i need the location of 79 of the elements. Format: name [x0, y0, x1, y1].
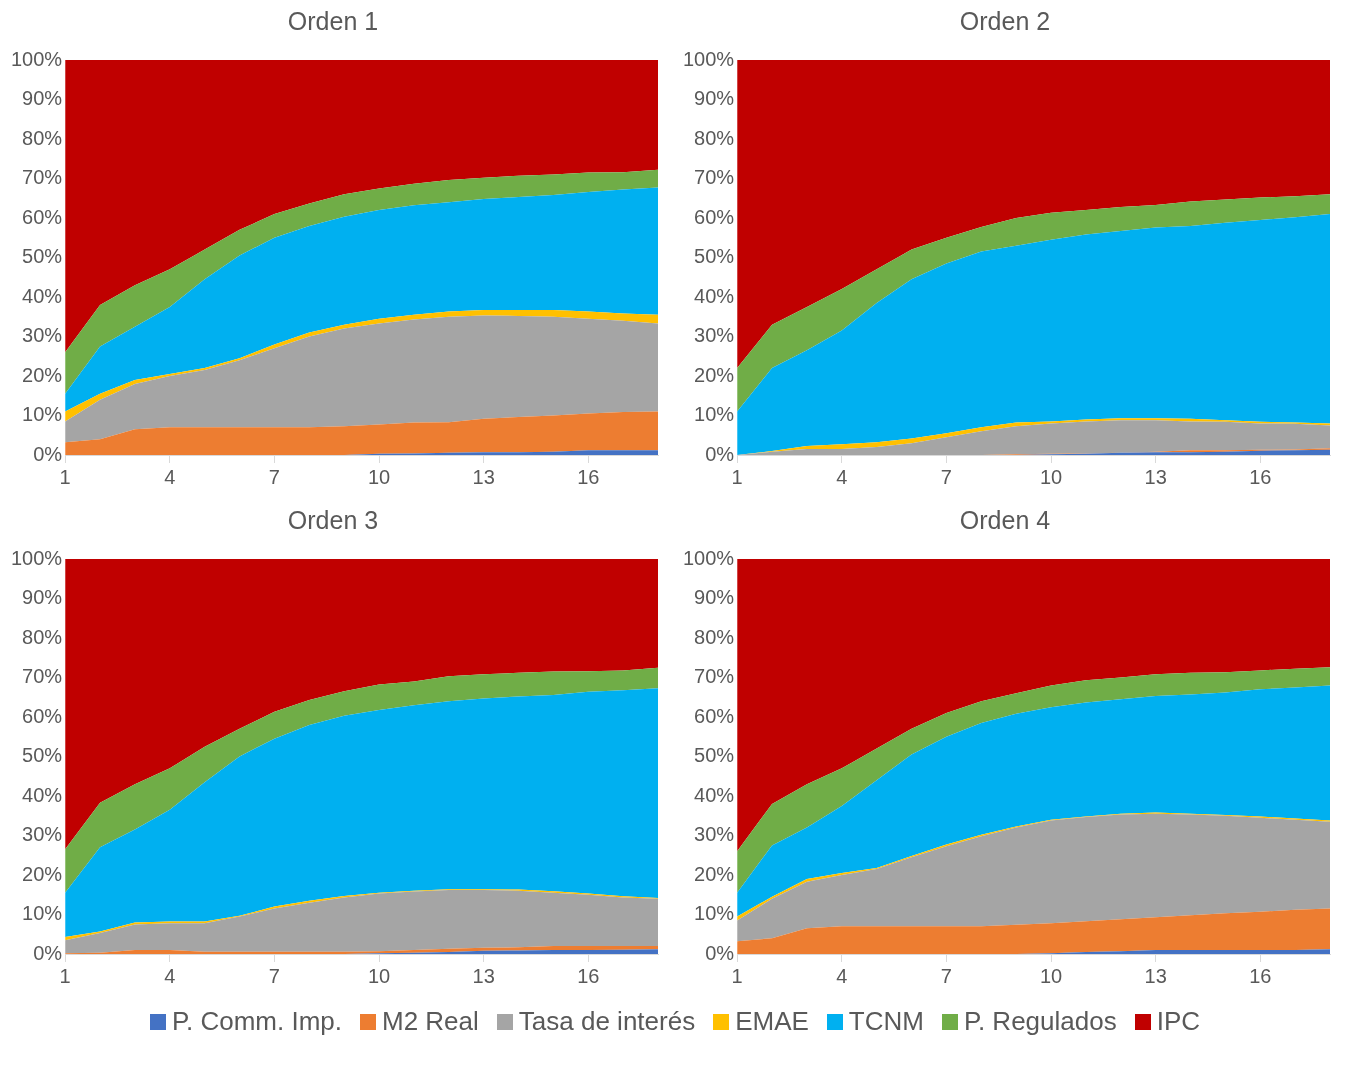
y-tick-label: 0%	[33, 442, 63, 465]
x-tick-label: 16	[1249, 964, 1272, 987]
y-tick-label: 80%	[22, 126, 63, 149]
y-tick-label: 100%	[11, 546, 63, 569]
y-tick-label: 10%	[22, 902, 63, 925]
y-tick-label: 100%	[683, 546, 735, 569]
y-tick-label: 80%	[694, 625, 735, 648]
y-tick-label: 70%	[694, 665, 735, 688]
y-tick-label: 90%	[22, 87, 63, 110]
x-tick-label: 4	[836, 465, 848, 488]
x-tick-label: 1	[731, 964, 743, 987]
y-tick-label: 40%	[694, 783, 735, 806]
y-tick-label: 70%	[22, 166, 63, 189]
y-tick-label: 50%	[694, 744, 735, 767]
legend-label: M2 Real	[381, 1006, 479, 1037]
x-tick-label: 13	[472, 465, 495, 488]
y-tick-label: 70%	[22, 665, 63, 688]
y-tick-label: 40%	[22, 284, 63, 307]
y-tick-label: 60%	[22, 205, 63, 228]
legend-label: Tasa de interés	[518, 1006, 696, 1037]
x-tick-label: 7	[268, 465, 280, 488]
y-tick-label: 60%	[694, 704, 735, 727]
y-tick-label: 30%	[694, 324, 735, 347]
y-tick-label: 90%	[22, 586, 63, 609]
y-tick-label: 70%	[694, 166, 735, 189]
y-tick-label: 100%	[11, 47, 63, 70]
y-tick-label: 0%	[705, 941, 735, 964]
y-tick-label: 80%	[22, 625, 63, 648]
x-tick-label: 7	[940, 465, 952, 488]
y-tick-label: 30%	[22, 823, 63, 846]
y-tick-label: 10%	[694, 902, 735, 925]
x-tick-label: 13	[1144, 964, 1167, 987]
x-tick-label: 7	[268, 964, 280, 987]
x-tick-label: 7	[940, 964, 952, 987]
y-tick-label: 10%	[694, 403, 735, 426]
x-tick-label: 4	[164, 465, 176, 488]
x-tick-label: 1	[59, 465, 71, 488]
x-tick-label: 16	[1249, 465, 1272, 488]
y-tick-label: 90%	[694, 586, 735, 609]
y-tick-label: 50%	[22, 744, 63, 767]
legend-label: P. Comm. Imp.	[171, 1006, 342, 1037]
x-tick-label: 16	[577, 465, 600, 488]
legend-label: EMAE	[735, 1006, 809, 1037]
chart-title: Orden 2	[959, 6, 1051, 35]
x-tick-label: 10	[1039, 465, 1063, 488]
y-tick-label: 30%	[694, 823, 735, 846]
y-tick-label: 40%	[694, 284, 735, 307]
y-tick-label: 0%	[705, 442, 735, 465]
y-tick-label: 90%	[694, 87, 735, 110]
y-tick-label: 20%	[22, 363, 63, 386]
y-tick-label: 0%	[33, 941, 63, 964]
x-tick-label: 10	[1039, 964, 1063, 987]
x-tick-label: 10	[367, 964, 391, 987]
x-tick-label: 4	[836, 964, 848, 987]
y-tick-label: 60%	[22, 704, 63, 727]
legend-label: IPC	[1156, 1006, 1201, 1037]
chart-title: Orden 1	[287, 6, 379, 35]
x-tick-label: 16	[577, 964, 600, 987]
x-tick-label: 4	[164, 964, 176, 987]
y-tick-label: 50%	[694, 245, 735, 268]
y-tick-label: 20%	[22, 862, 63, 885]
y-tick-label: 20%	[694, 363, 735, 386]
x-tick-label: 1	[59, 964, 71, 987]
x-tick-label: 10	[367, 465, 391, 488]
y-tick-label: 30%	[22, 324, 63, 347]
chart-title: Orden 3	[287, 505, 379, 534]
x-tick-label: 13	[1144, 465, 1167, 488]
y-tick-label: 80%	[694, 126, 735, 149]
y-tick-label: 50%	[22, 245, 63, 268]
x-tick-label: 13	[472, 964, 495, 987]
x-tick-label: 1	[731, 465, 743, 488]
chart-title: Orden 4	[959, 505, 1051, 534]
y-tick-label: 10%	[22, 403, 63, 426]
y-tick-label: 100%	[683, 47, 735, 70]
legend-label: TCNM	[848, 1006, 924, 1037]
y-tick-label: 20%	[694, 862, 735, 885]
y-tick-label: 60%	[694, 205, 735, 228]
y-tick-label: 40%	[22, 783, 63, 806]
legend-label: P. Regulados	[963, 1006, 1117, 1037]
